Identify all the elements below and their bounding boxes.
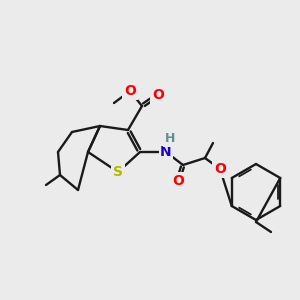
- Text: H: H: [165, 133, 175, 146]
- Text: O: O: [172, 174, 184, 188]
- Text: S: S: [113, 165, 123, 179]
- Text: O: O: [214, 162, 226, 176]
- Text: O: O: [124, 84, 136, 98]
- Text: N: N: [160, 145, 172, 159]
- Text: O: O: [152, 88, 164, 102]
